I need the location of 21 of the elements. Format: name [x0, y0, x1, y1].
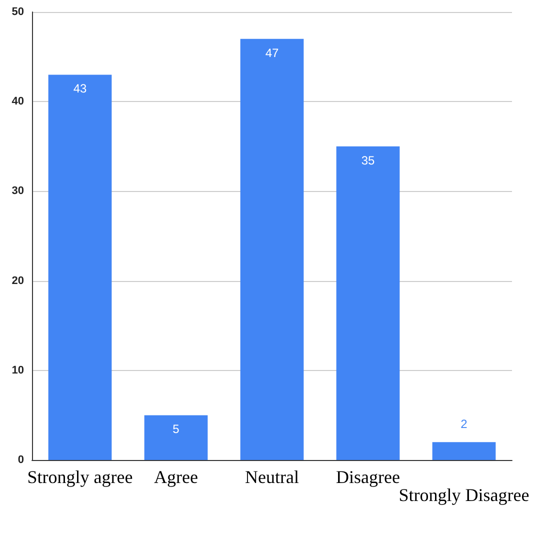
y-tick-label: 10: [12, 364, 24, 376]
data-label: 43: [73, 82, 87, 96]
bar: [48, 74, 112, 460]
y-tick-label: 0: [18, 454, 24, 466]
x-tick-label: Neutral: [245, 467, 299, 487]
x-tick-label: Strongly Disagree: [398, 485, 530, 505]
bar: [240, 38, 304, 460]
data-label: 47: [265, 46, 279, 60]
x-tick-label: Agree: [154, 467, 198, 487]
bar: [144, 415, 208, 460]
bar: [432, 442, 496, 460]
x-tick-label: Strongly agree: [27, 467, 133, 487]
x-tick-label: Disagree: [336, 467, 400, 487]
data-label: 5: [172, 422, 180, 436]
y-tick-label: 50: [12, 6, 24, 18]
y-tick-label: 20: [12, 274, 24, 287]
data-label: 2: [460, 417, 468, 432]
y-tick-label: 40: [12, 96, 24, 108]
bar: [336, 146, 400, 460]
y-tick-label: 30: [12, 185, 24, 198]
data-label: 35: [361, 153, 375, 168]
